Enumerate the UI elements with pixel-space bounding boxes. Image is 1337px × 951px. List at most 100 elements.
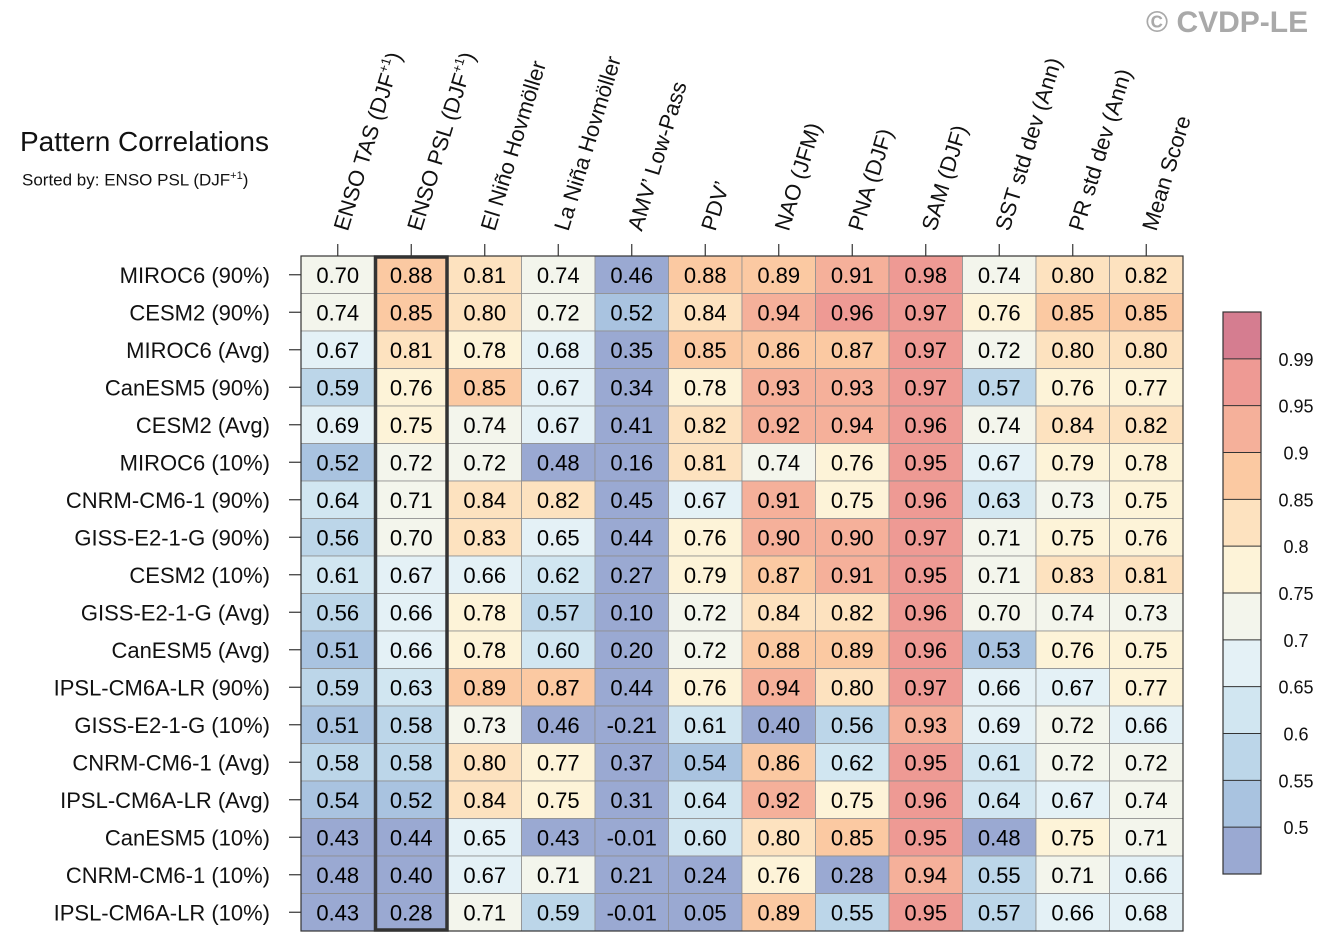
colorbar-swatch <box>1223 546 1261 593</box>
cell-value: 0.51 <box>316 638 359 663</box>
cell-value: 0.74 <box>978 263 1021 288</box>
heatmap-cell <box>668 743 743 782</box>
cell-value: 0.57 <box>978 900 1021 925</box>
heatmap-cell <box>521 780 596 819</box>
cell-value: 0.67 <box>1051 675 1094 700</box>
cell-value: 0.71 <box>463 900 506 925</box>
cell-value: 0.91 <box>831 263 874 288</box>
heatmap-cell <box>521 893 596 932</box>
row-label: CanESM5 (90%) <box>105 375 270 400</box>
cell-value: 0.72 <box>684 638 727 663</box>
cell-value: 0.51 <box>316 713 359 738</box>
heatmap-cell <box>374 555 449 594</box>
heatmap-cell <box>668 330 743 369</box>
cell-value: 0.81 <box>1125 563 1168 588</box>
heatmap-cell <box>888 780 963 819</box>
cell-value: 0.55 <box>978 863 1021 888</box>
cell-value: 0.24 <box>684 863 727 888</box>
cell-value: 0.71 <box>978 525 1021 550</box>
column-label: ENSO PSL (DJF+1) <box>401 49 480 234</box>
cell-value: 0.75 <box>1125 488 1168 513</box>
cell-value: 0.66 <box>1125 863 1168 888</box>
heatmap-cell <box>521 330 596 369</box>
cell-value: 0.95 <box>904 450 947 475</box>
cell-value: 0.77 <box>537 750 580 775</box>
row-label: GISS-E2-1-G (90%) <box>74 525 270 550</box>
heatmap-cell <box>815 780 890 819</box>
cell-value: 0.45 <box>610 488 653 513</box>
heatmap-cell <box>815 893 890 932</box>
heatmap-cell <box>741 443 816 482</box>
heatmap-cell <box>1035 893 1110 932</box>
cell-value: 0.77 <box>1125 675 1168 700</box>
cell-value: 0.56 <box>831 713 874 738</box>
heatmap-cell <box>668 780 743 819</box>
row-label: CNRM-CM6-1 (Avg) <box>72 750 270 775</box>
heatmap-cell <box>888 743 963 782</box>
heatmap-cell <box>741 255 816 294</box>
cell-value: 0.44 <box>610 525 653 550</box>
cell-value: 0.59 <box>316 675 359 700</box>
colorbar-tick-label: 0.85 <box>1278 490 1313 510</box>
cell-value: 0.41 <box>610 413 653 438</box>
heatmap-cell <box>962 368 1037 407</box>
cell-value: 0.92 <box>757 413 800 438</box>
cell-value: 0.70 <box>316 263 359 288</box>
cell-value: 0.10 <box>610 600 653 625</box>
cell-value: 0.76 <box>684 525 727 550</box>
heatmap-cell <box>815 818 890 857</box>
cell-value: 0.87 <box>831 338 874 363</box>
cell-value: 0.34 <box>610 375 653 400</box>
cell-value: 0.59 <box>316 375 359 400</box>
heatmap-cell <box>888 480 963 519</box>
chart-subtitle: Sorted by: ENSO PSL (DJF+1) <box>22 170 248 191</box>
colorbar-swatch <box>1223 312 1261 359</box>
cell-value: 0.31 <box>610 788 653 813</box>
heatmap-cell <box>815 705 890 744</box>
heatmap-cell <box>594 893 669 932</box>
cell-value: 0.81 <box>684 450 727 475</box>
cell-value: 0.89 <box>463 675 506 700</box>
cell-value: 0.70 <box>978 600 1021 625</box>
heatmap-cell <box>447 330 522 369</box>
cell-value: 0.70 <box>390 525 433 550</box>
cell-value: 0.71 <box>537 863 580 888</box>
cell-value: 0.64 <box>684 788 727 813</box>
cell-value: 0.37 <box>610 750 653 775</box>
heatmap-cell <box>1035 855 1110 894</box>
cell-value: 0.92 <box>757 788 800 813</box>
heatmap-cell <box>815 405 890 444</box>
cell-value: 0.52 <box>390 788 433 813</box>
cell-value: 0.78 <box>463 600 506 625</box>
cell-value: 0.68 <box>537 338 580 363</box>
row-label: CanESM5 (10%) <box>105 825 270 850</box>
cell-value: 0.46 <box>610 263 653 288</box>
row-label: IPSL-CM6A-LR (Avg) <box>60 788 270 813</box>
cell-value: 0.28 <box>831 863 874 888</box>
sorted-column-highlight <box>373 255 449 932</box>
cell-value: 0.61 <box>316 563 359 588</box>
colorbar-swatch <box>1223 405 1261 453</box>
heatmap-cell <box>668 893 743 932</box>
heatmap-cell <box>668 668 743 707</box>
cell-value: 0.05 <box>684 900 727 925</box>
cell-value: 0.62 <box>537 563 580 588</box>
heatmap-cell <box>888 330 963 369</box>
heatmap-cell <box>815 330 890 369</box>
cell-value: 0.67 <box>684 488 727 513</box>
cell-value: 0.74 <box>1125 788 1168 813</box>
column-label: AMV’ Low-Pass <box>623 78 692 233</box>
cell-value: 0.63 <box>390 675 433 700</box>
heatmap-cell <box>1109 255 1184 294</box>
cell-value: 0.74 <box>1051 600 1094 625</box>
heatmap-cell <box>962 630 1037 669</box>
cell-value: 0.75 <box>1051 825 1094 850</box>
cell-value: 0.66 <box>463 563 506 588</box>
cell-value: 0.77 <box>1125 375 1168 400</box>
cell-value: 0.78 <box>684 375 727 400</box>
cell-value: 0.80 <box>1051 338 1094 363</box>
heatmap-cell <box>447 405 522 444</box>
row-label: GISS-E2-1-G (Avg) <box>81 600 270 625</box>
heatmap-cell <box>668 818 743 857</box>
cell-value: 0.27 <box>610 563 653 588</box>
